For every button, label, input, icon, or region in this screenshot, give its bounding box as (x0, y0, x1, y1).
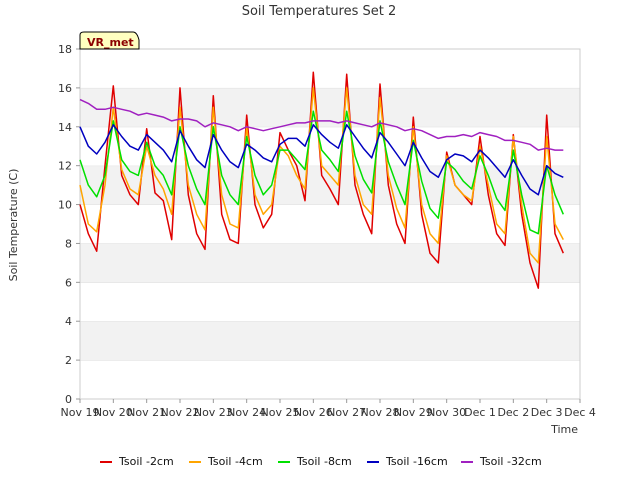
y-tick-label: 8 (65, 237, 72, 250)
series-lines (79, 71, 564, 289)
x-tick-label: Nov 24 (227, 406, 266, 419)
grid-band (80, 49, 580, 88)
y-tick-label: 16 (58, 82, 72, 95)
x-tick-label: Dec 1 (464, 406, 496, 419)
x-tick-label: Nov 30 (427, 406, 466, 419)
x-tick-label: Dec 3 (531, 406, 563, 419)
x-tick-label: Nov 19 (61, 406, 100, 419)
y-tick-label: 10 (58, 199, 72, 212)
badge-shape (79, 31, 140, 50)
y-axis-label: Soil Temperature (C) (7, 169, 20, 282)
y-axis-ticks: 0 2 4 6 8 10 12 14 16 18 (58, 43, 80, 406)
legend-label: Tsoil -16cm (385, 455, 448, 468)
chart-title: Soil Temperatures Set 2 (242, 4, 397, 19)
x-tick-label: Nov 23 (194, 406, 233, 419)
x-tick-label: Nov 21 (127, 406, 166, 419)
x-tick-label: Nov 20 (94, 406, 133, 419)
series-line (79, 124, 564, 196)
legend-label: Tsoil -32cm (479, 455, 542, 468)
y-tick-label: 12 (58, 160, 72, 173)
legend: Tsoil -2cm Tsoil -4cm Tsoil -8cm Tsoil -16c… (100, 455, 542, 468)
y-tick-label: 0 (65, 393, 72, 406)
grid-band (80, 243, 580, 283)
x-tick-label: Dec 2 (497, 406, 529, 419)
plot-area-frame (79, 48, 581, 400)
x-tick-label: Nov 29 (394, 406, 433, 419)
legend-label: Tsoil -8cm (296, 455, 352, 468)
badge-label: VR_met (87, 36, 134, 49)
legend-label: Tsoil -4cm (207, 455, 263, 468)
y-tick-label: 14 (58, 121, 72, 134)
series-line (79, 87, 564, 264)
x-tick-label: Nov 26 (294, 406, 333, 419)
series-line (79, 98, 564, 151)
grid-band (80, 360, 580, 399)
y-tick-label: 18 (58, 43, 72, 56)
x-tick-label: Nov 27 (327, 406, 366, 419)
plot-background-bands (80, 48, 580, 399)
series-line (79, 110, 564, 235)
x-axis-label: Time (550, 423, 578, 436)
vr-met-badge: VR_met (79, 31, 140, 50)
grid-band (80, 321, 580, 361)
x-tick-label: Dec 4 (564, 406, 596, 419)
y-tick-label: 2 (65, 354, 72, 367)
legend-label: Tsoil -2cm (118, 455, 174, 468)
x-tick-label: Nov 22 (161, 406, 200, 419)
x-tick-label: Nov 25 (261, 406, 300, 419)
y-tick-label: 6 (65, 276, 72, 289)
x-tick-label: Nov 28 (361, 406, 400, 419)
y-tick-label: 4 (65, 315, 72, 328)
grid-band (80, 282, 580, 322)
grid-band (80, 165, 580, 205)
